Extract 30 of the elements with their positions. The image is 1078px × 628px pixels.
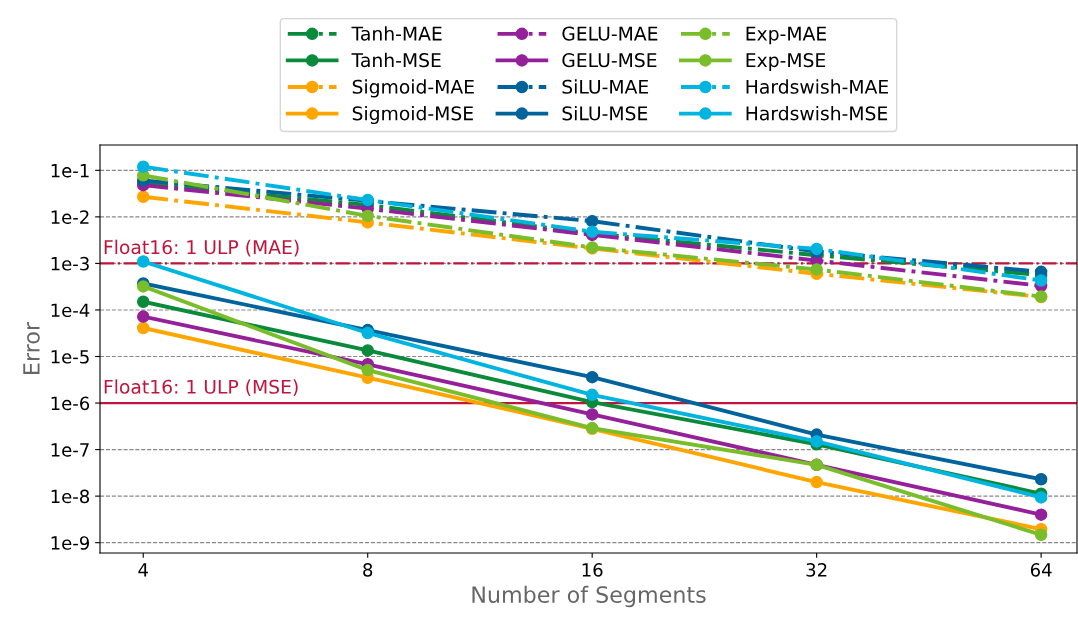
y-tick-label: 1e-1 xyxy=(51,164,89,178)
y-tick-label: 1e-3 xyxy=(51,256,89,271)
x-tick-label: 8 xyxy=(363,563,373,577)
legend-label: Tanh-MSE xyxy=(351,52,441,68)
y-tick-label: 1e-6 xyxy=(51,396,90,411)
legend-label: Sigmoid-MSE xyxy=(352,105,473,125)
y-tick-label: 1e-8 xyxy=(51,489,90,504)
y-tick-label: 1e-4 xyxy=(51,303,90,318)
legend-label: Exp-MAE xyxy=(746,26,827,45)
ref-line-label: Float16: 1 ULP (MSE) xyxy=(104,379,298,397)
x-tick-label: 16 xyxy=(582,563,603,577)
legend-label: Tanh-MAE xyxy=(351,26,442,41)
legend-label: GELU-MAE xyxy=(562,26,658,41)
y-axis-title: Error xyxy=(23,321,40,374)
legend-label: Hardswish-MAE xyxy=(746,79,888,94)
legend-label: SiLU-MSE xyxy=(562,105,648,121)
x-axis-title: Number of Segments xyxy=(472,585,706,608)
x-tick-label: 64 xyxy=(1030,563,1052,577)
legend-label: GELU-MSE xyxy=(562,53,657,68)
legend-label: Sigmoid-MAE xyxy=(352,79,474,98)
legend-label: Hardswish-MSE xyxy=(746,105,888,121)
x-tick-label: 32 xyxy=(806,563,827,577)
legend-label: SiLU-MAE xyxy=(562,79,649,94)
ref-line-label: Float16: 1 ULP (MAE) xyxy=(104,239,299,257)
x-tick-label: 4 xyxy=(138,563,148,577)
legend-label: Exp-MSE xyxy=(746,53,826,71)
y-tick-label: 1e-7 xyxy=(51,443,89,457)
y-tick-label: 1e-2 xyxy=(51,210,89,224)
y-tick-label: 1e-9 xyxy=(51,536,90,550)
y-tick-label: 1e-5 xyxy=(51,350,89,364)
